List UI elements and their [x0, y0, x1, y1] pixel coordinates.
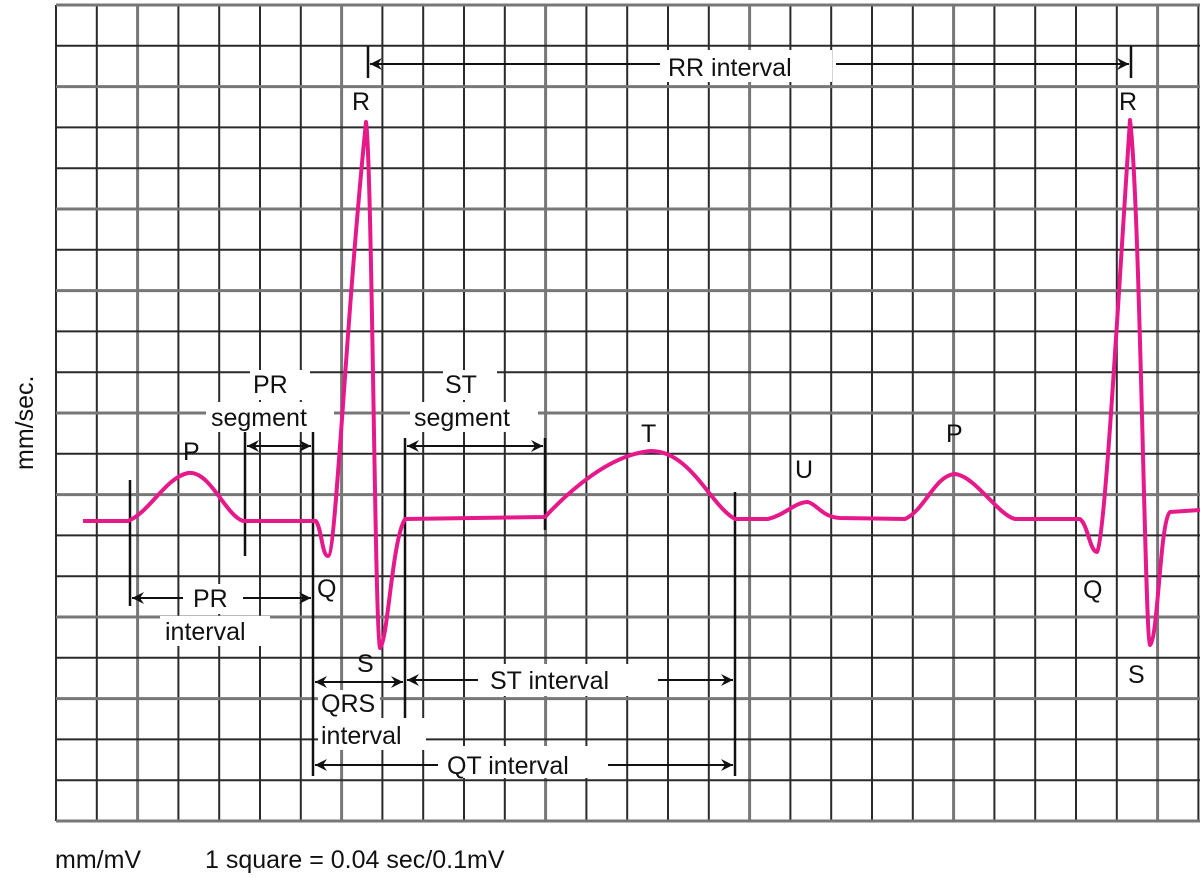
wave-label-t: T [641, 420, 656, 448]
rr-interval-label: RR interval [668, 54, 792, 82]
arrow-heads [132, 58, 1129, 771]
pr-interval-label-line1: PR [193, 585, 228, 613]
wave-label-s: S [357, 650, 374, 678]
st-interval-label: ST interval [490, 667, 609, 695]
vertical-axis-label: mm/sec. [11, 376, 39, 470]
pr-segment-label-line2: segment [211, 404, 307, 432]
qt-interval-label: QT interval [447, 752, 569, 780]
wave-label-r: R [352, 88, 370, 116]
footer-scale: 1 square = 0.04 sec/0.1mV [205, 846, 505, 874]
qrs-interval-label-line1: QRS [321, 690, 375, 718]
st-segment-label-line1: ST [445, 371, 477, 399]
pr-interval-label-line2: interval [165, 618, 246, 646]
qrs-interval-label-line2: interval [321, 722, 402, 750]
st-segment-label-line2: segment [414, 404, 510, 432]
ecg-trace [83, 118, 1200, 650]
wave-label-r2: R [1119, 88, 1137, 116]
footer-units: mm/mV [55, 846, 141, 874]
wave-label-s2: S [1128, 661, 1145, 689]
wave-label-q2: Q [1083, 576, 1102, 604]
label-backgrounds [160, 50, 832, 778]
pr-segment-label-line1: PR [253, 371, 288, 399]
annotation-lines [128, 46, 1133, 776]
wave-label-u: U [795, 456, 813, 484]
wave-label-p2: P [946, 420, 963, 448]
wave-label-p: P [183, 438, 200, 466]
interval-arrows [132, 63, 1129, 766]
wave-label-q: Q [317, 575, 336, 603]
